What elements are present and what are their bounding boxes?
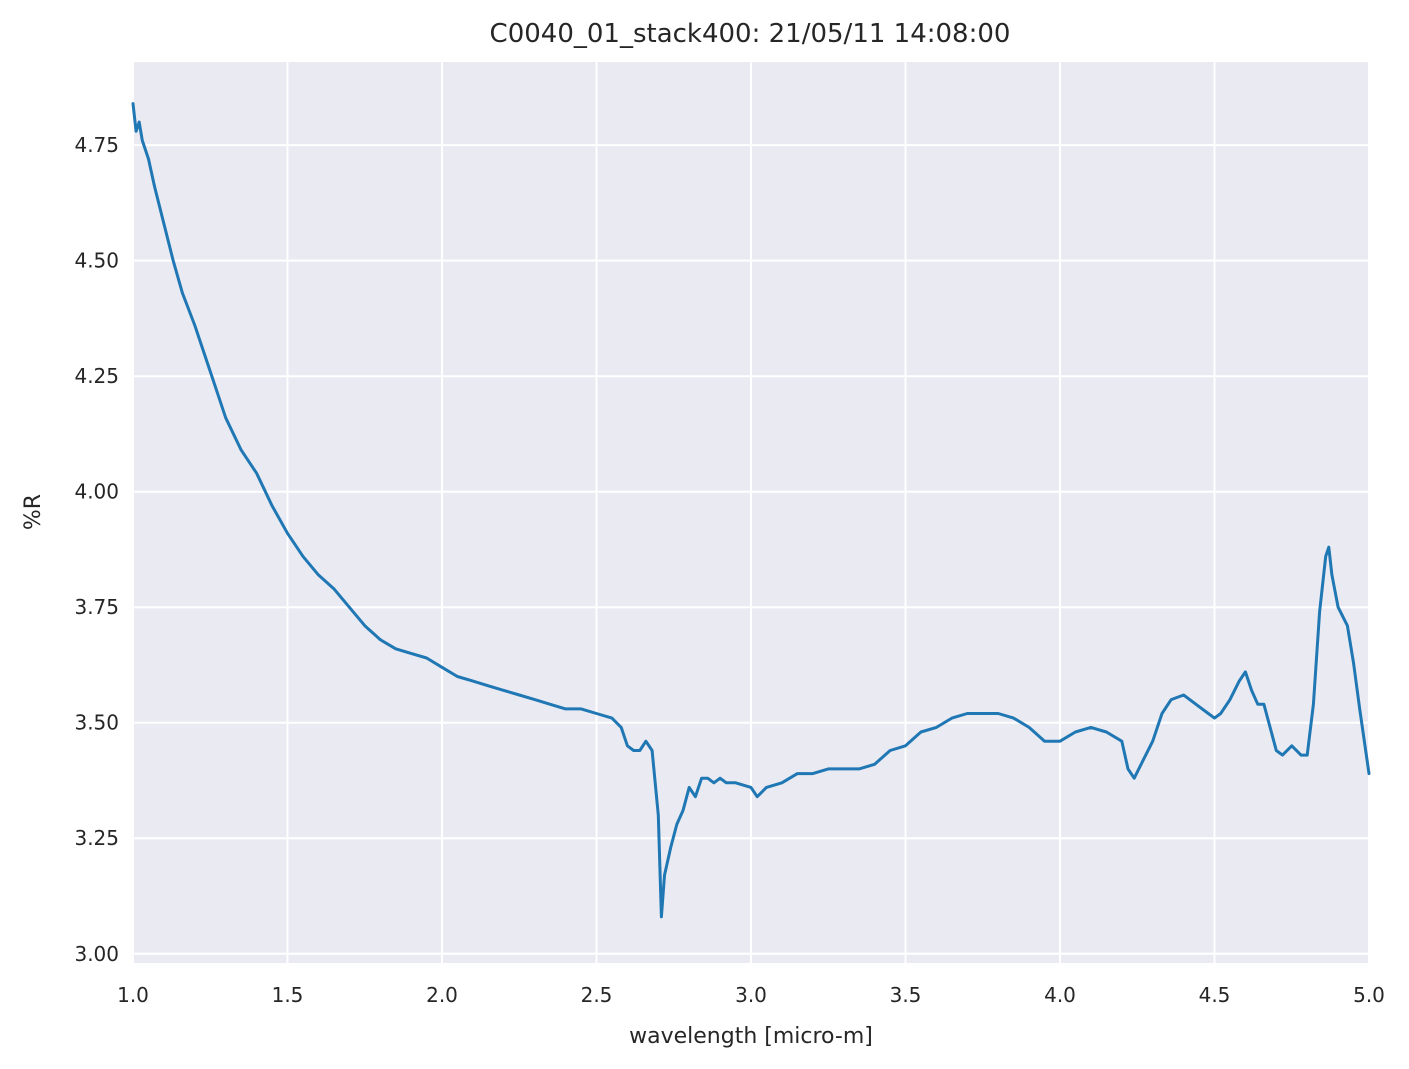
- y-tick-label: 4.00: [74, 480, 119, 504]
- chart-title: C0040_01_stack400: 21/05/11 14:08:00: [490, 19, 1011, 49]
- y-axis-ticks: 3.00 3.25 3.50 3.75 4.00 4.25 4.50 4.75: [74, 133, 119, 966]
- x-tick-label: 4.0: [1044, 983, 1076, 1007]
- x-tick-label: 3.5: [890, 983, 922, 1007]
- y-tick-label: 3.75: [74, 595, 119, 619]
- x-tick-label: 3.0: [735, 983, 767, 1007]
- y-tick-label: 4.75: [74, 133, 119, 157]
- x-tick-label: 4.5: [1199, 983, 1231, 1007]
- x-tick-label: 2.5: [581, 983, 613, 1007]
- grid-lines: [132, 62, 1370, 963]
- x-tick-label: 1.0: [117, 983, 149, 1007]
- y-tick-label: 3.25: [74, 826, 119, 850]
- y-axis-label: %R: [21, 494, 46, 530]
- reflectance-line: [131, 102, 1371, 919]
- x-axis-label: wavelength [micro-m]: [629, 1024, 873, 1049]
- y-tick-label: 4.25: [74, 364, 119, 388]
- x-tick-label: 2.0: [426, 983, 458, 1007]
- x-axis-ticks: 1.0 1.5 2.0 2.5 3.0 3.5 4.0 4.5 5.0: [117, 983, 1385, 1007]
- y-tick-label: 4.50: [74, 249, 119, 273]
- x-tick-label: 5.0: [1353, 983, 1385, 1007]
- y-tick-label: 3.50: [74, 711, 119, 735]
- x-tick-label: 1.5: [272, 983, 304, 1007]
- y-tick-label: 3.00: [74, 942, 119, 966]
